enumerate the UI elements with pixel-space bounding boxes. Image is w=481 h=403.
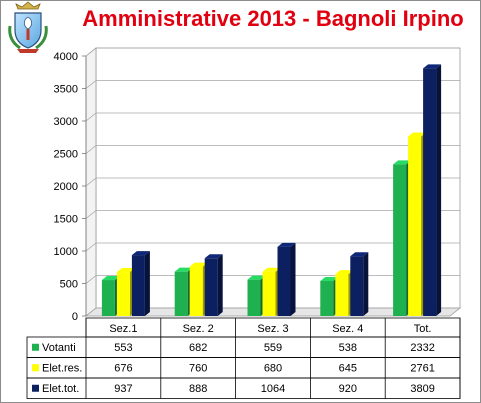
bar bbox=[101, 280, 115, 316]
y-tick-label: 3000 bbox=[54, 116, 78, 128]
table-value: 676 bbox=[114, 363, 132, 375]
bar-top bbox=[204, 254, 223, 259]
chart-title: Amministrative 2013 - Bagnoli Irpino bbox=[82, 6, 463, 31]
bar bbox=[277, 246, 291, 316]
bar-top bbox=[131, 251, 150, 256]
gridline bbox=[85, 112, 460, 122]
gridline bbox=[85, 47, 460, 57]
y-tick-label: 1500 bbox=[54, 214, 78, 226]
bar bbox=[131, 255, 145, 316]
crest-logo bbox=[8, 1, 48, 53]
legend-key bbox=[32, 343, 39, 351]
table-value: 645 bbox=[339, 363, 357, 375]
bar-top bbox=[262, 267, 281, 272]
bar-top bbox=[408, 132, 427, 137]
bar bbox=[262, 271, 276, 316]
y-tick-label: 500 bbox=[60, 279, 78, 291]
bar bbox=[350, 256, 364, 316]
table-category-label: Tot. bbox=[414, 323, 432, 335]
gridline bbox=[85, 80, 460, 89]
table-value: 888 bbox=[189, 383, 207, 395]
table-value: 553 bbox=[114, 342, 132, 354]
bar-top bbox=[423, 64, 442, 69]
table-value: 920 bbox=[339, 383, 357, 395]
table-value: 1064 bbox=[261, 383, 285, 395]
table-value: 2332 bbox=[410, 342, 434, 354]
table-value: 3809 bbox=[410, 383, 434, 395]
y-tick-label: 2000 bbox=[54, 181, 78, 193]
bar bbox=[320, 281, 334, 316]
bar-side bbox=[144, 251, 150, 316]
gridline bbox=[85, 145, 460, 154]
bar-top bbox=[277, 242, 296, 247]
table-value: 682 bbox=[189, 342, 207, 354]
bar bbox=[408, 136, 422, 316]
bar-side bbox=[290, 242, 296, 316]
table-value: 2761 bbox=[410, 363, 434, 375]
gridline bbox=[85, 210, 460, 219]
bar-top bbox=[335, 270, 354, 275]
bar bbox=[423, 68, 437, 316]
bars bbox=[101, 64, 442, 316]
y-tick-label: 1000 bbox=[54, 246, 78, 258]
y-tick-label: 0 bbox=[72, 311, 78, 323]
legend-key bbox=[32, 384, 39, 392]
bar-top bbox=[320, 277, 339, 282]
table-category-label: Sez. 3 bbox=[257, 323, 288, 335]
bar-top bbox=[247, 275, 266, 280]
bar bbox=[393, 164, 407, 316]
legend-label: Elet.res. bbox=[42, 363, 82, 375]
bar-top bbox=[350, 252, 369, 257]
bar-side bbox=[363, 252, 369, 316]
table-value: 760 bbox=[189, 363, 207, 375]
bar bbox=[174, 271, 188, 316]
legend-label: Votanti bbox=[42, 342, 76, 354]
bar-top bbox=[101, 276, 120, 281]
legend-key bbox=[32, 364, 39, 372]
data-table: Sez.1 Sez. 2 Sez. 3 Sez. 4 Tot. Votanti 553 682… bbox=[26, 317, 461, 399]
y-tick-label: 3500 bbox=[54, 84, 78, 96]
bar-top bbox=[116, 268, 135, 273]
bar-top bbox=[189, 262, 208, 267]
table-value: 680 bbox=[264, 363, 282, 375]
gridline bbox=[85, 242, 460, 252]
table-category-label: Sez. 4 bbox=[332, 323, 363, 335]
bar bbox=[335, 274, 349, 316]
table-value: 937 bbox=[114, 383, 132, 395]
bar bbox=[189, 266, 203, 316]
legend-label: Elet.tot. bbox=[42, 383, 79, 395]
bar-side bbox=[217, 254, 223, 316]
y-axis: 0 500 1000 1500 2000 2500 3000 3500 4000 bbox=[54, 51, 87, 323]
bar-top bbox=[393, 160, 412, 165]
table-row-border bbox=[26, 336, 461, 358]
bar-side bbox=[436, 64, 442, 316]
table-value: 559 bbox=[264, 342, 282, 354]
bar bbox=[204, 258, 218, 316]
table-value: 538 bbox=[339, 342, 357, 354]
table-category-label: Sez.1 bbox=[109, 323, 137, 335]
gridline bbox=[85, 177, 460, 187]
bar-top bbox=[174, 267, 193, 272]
table-row-border bbox=[26, 357, 461, 379]
y-tick-label: 4000 bbox=[54, 51, 78, 63]
table-category-label: Sez. 2 bbox=[183, 323, 214, 335]
table-row-border bbox=[26, 377, 461, 399]
bar bbox=[247, 279, 261, 316]
y-tick-label: 2500 bbox=[54, 149, 78, 161]
bar bbox=[116, 272, 130, 316]
